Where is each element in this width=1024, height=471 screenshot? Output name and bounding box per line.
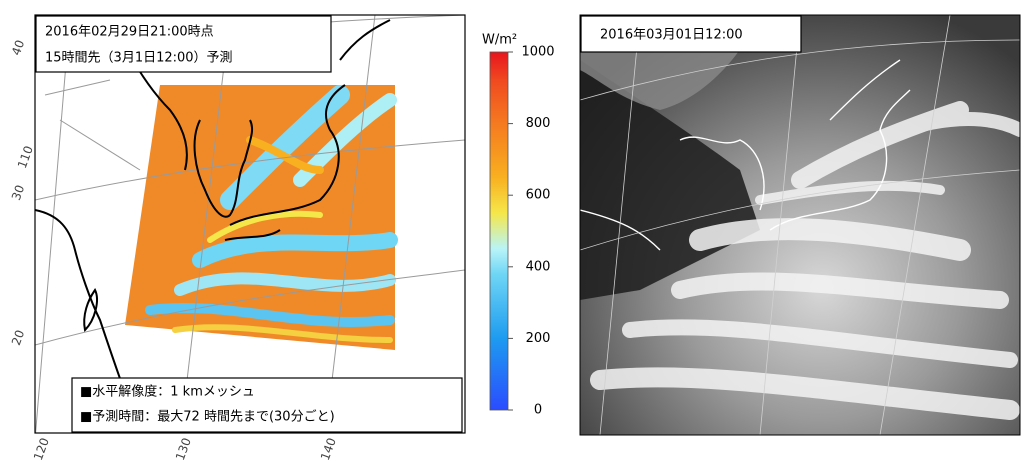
coastline [580, 59, 911, 251]
colorbar-tick-label: 400 [526, 259, 551, 274]
colorbar-unit: W/m² [482, 33, 517, 48]
colorbar-tick-label: 800 [526, 116, 551, 131]
coastline [35, 15, 391, 421]
lat-label: 40 [9, 38, 27, 57]
cloud-streaks [590, 101, 1020, 420]
image-title: 2016年03月01日12:00 [600, 28, 743, 43]
graticule [580, 15, 1020, 435]
title-line: 2016年02月29日21:00時点 [45, 25, 214, 40]
lon-label: 120 [31, 436, 52, 462]
lat-label: 20 [9, 328, 27, 347]
colorbar-tick-label: 0 [534, 403, 542, 418]
image-frame [579, 14, 1021, 436]
forecast-map [35, 15, 465, 433]
info-line: ■予測時間：最大72 時間先まで(30分ごと) [80, 409, 335, 425]
lat-label: 30 [9, 183, 27, 202]
colorbar-tick-label: 1000 [521, 45, 554, 60]
title-box [580, 15, 802, 53]
info-box [71, 377, 463, 433]
map-frame [34, 14, 466, 434]
colorbar [489, 51, 509, 411]
title-line: 15時間先（3月1日12:00）予測 [45, 51, 233, 66]
colorbar-tick-label: 600 [526, 188, 551, 203]
satellite-image [580, 15, 1020, 435]
info-line: ■水平解像度：1 kmメッシュ [80, 384, 255, 400]
lon-label: 110 [15, 144, 36, 170]
colorbar-tick-label: 200 [526, 331, 551, 346]
lon-label: 130 [173, 436, 194, 462]
lon-label: 140 [318, 436, 339, 462]
title-box [35, 15, 332, 73]
